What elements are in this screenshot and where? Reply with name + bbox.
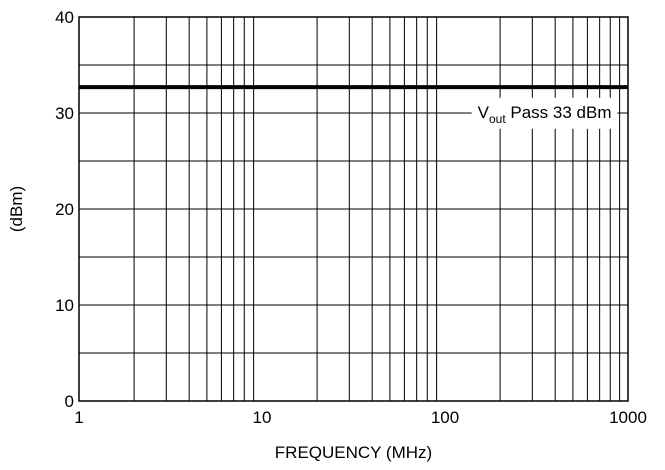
annotation-main: V (478, 103, 490, 122)
annotation-rest: Pass 33 dBm (506, 103, 612, 122)
x-tick-label: 1000 (609, 408, 647, 427)
y-axis-title: (dBm) (7, 186, 26, 232)
annotation-layer: Vout Pass 33 dBm (471, 97, 618, 129)
y-tick-labels: 0 10 20 30 40 (55, 8, 74, 411)
y-tick-label: 20 (55, 200, 74, 219)
x-tick-labels: 1 10 100 1000 (74, 408, 647, 427)
x-axis-title: FREQUENCY (MHz) (275, 443, 432, 462)
y-tick-label: 10 (55, 296, 74, 315)
y-tick-label: 40 (55, 8, 74, 27)
x-tick-label: 1 (74, 408, 83, 427)
x-tick-label: 10 (253, 408, 272, 427)
y-tick-label: 30 (55, 104, 74, 123)
annotation-subscript: out (489, 112, 506, 126)
series-annotation: Vout Pass 33 dBm (478, 103, 612, 126)
grid (79, 17, 628, 401)
y-tick-label: 0 (65, 392, 74, 411)
annotation-background (471, 97, 618, 129)
plot-frame (78, 16, 629, 402)
x-tick-label: 100 (431, 408, 459, 427)
